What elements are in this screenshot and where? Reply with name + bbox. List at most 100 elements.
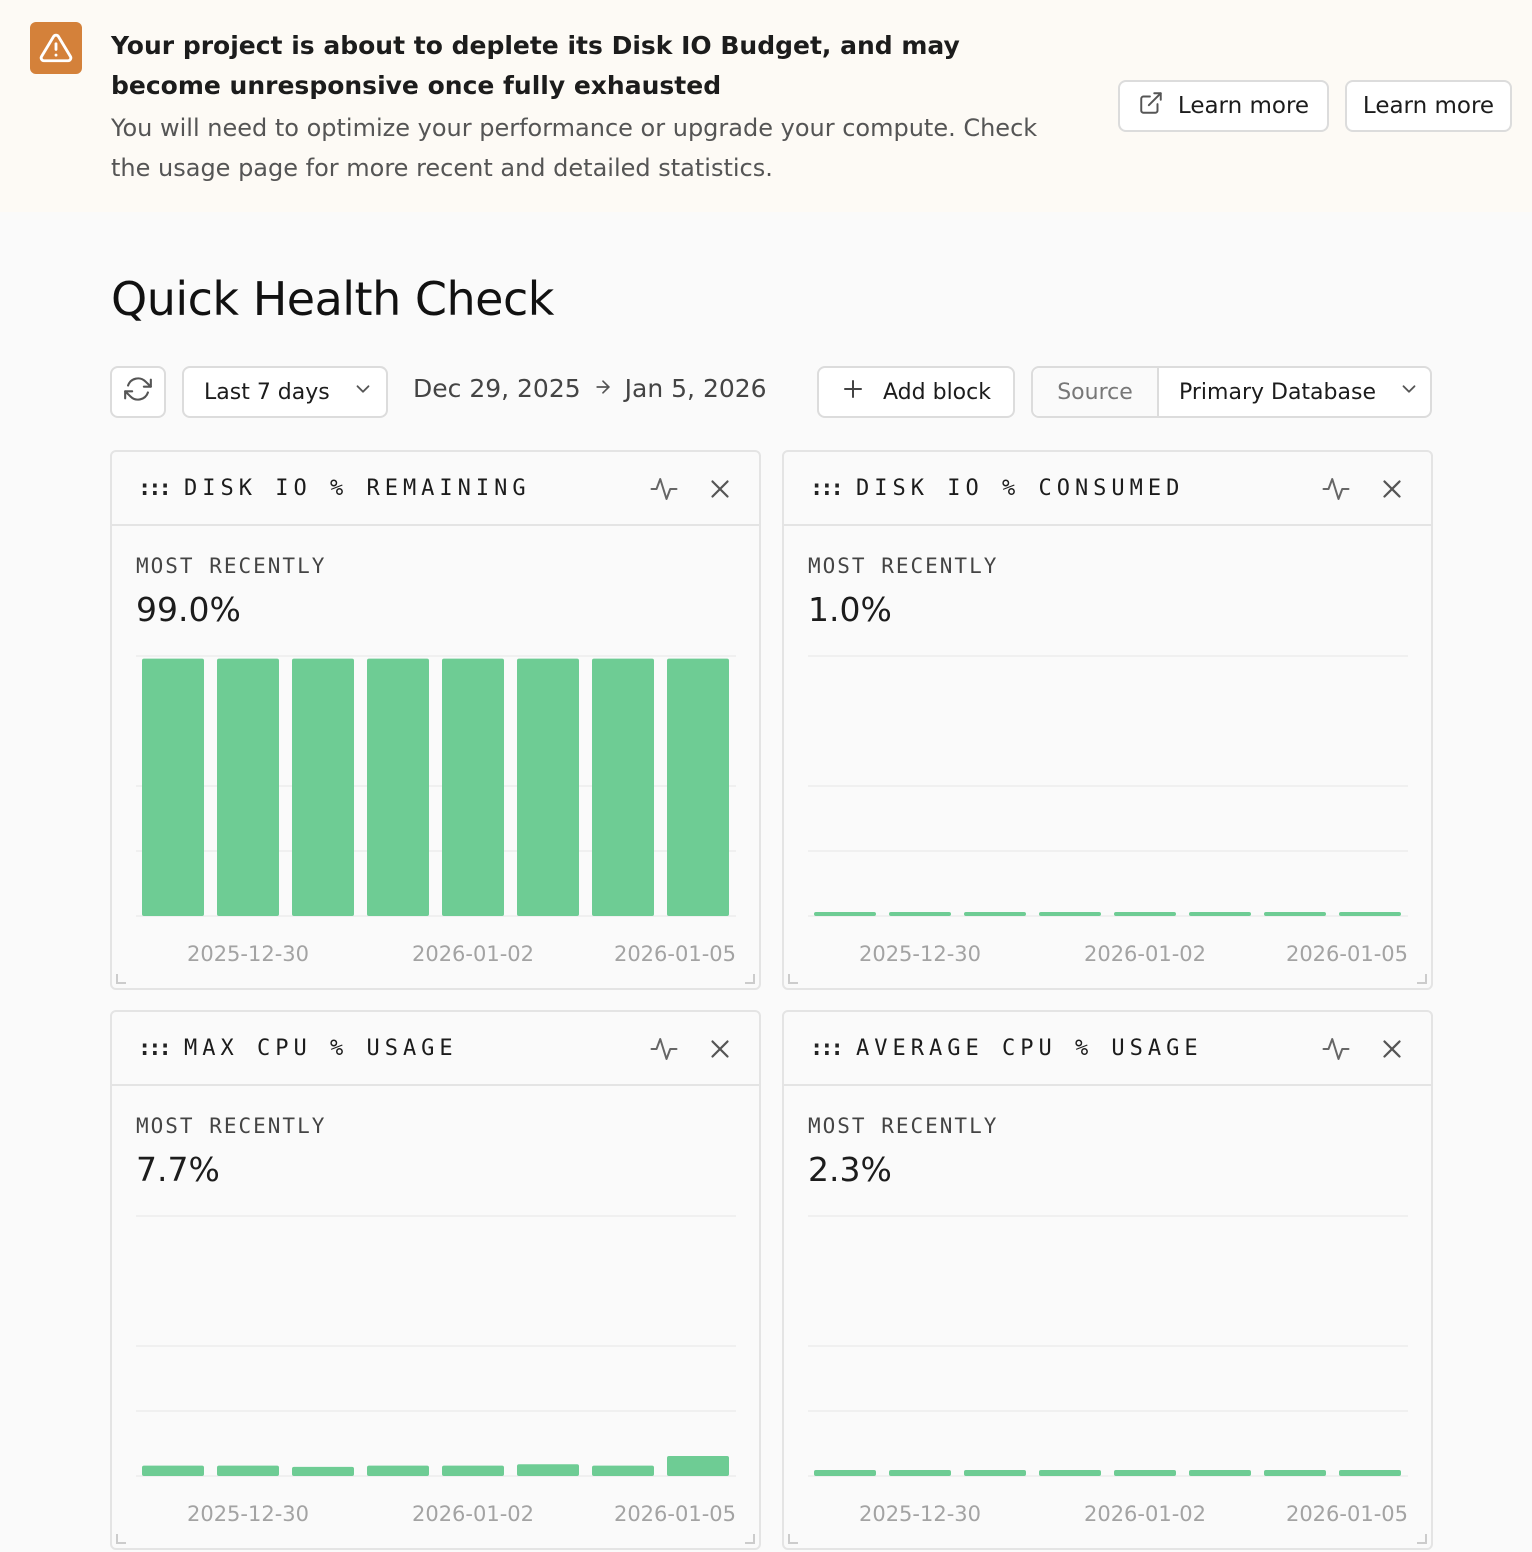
x-tick-label: 2026-01-05 bbox=[614, 1502, 736, 1526]
source-value: Primary Database bbox=[1179, 379, 1376, 405]
card-value: 99.0% bbox=[136, 590, 241, 629]
drag-handle-icon[interactable]: ::: bbox=[138, 475, 172, 501]
bar-chart: 2025-12-30 2026-01-02 2026-01-05 bbox=[136, 655, 736, 966]
banner-body: You will need to optimize your performan… bbox=[111, 114, 1038, 182]
drag-handle-icon[interactable]: ::: bbox=[810, 475, 844, 501]
chart-bar[interactable] bbox=[292, 658, 354, 916]
close-icon[interactable] bbox=[705, 1034, 735, 1068]
resize-corner bbox=[116, 974, 126, 984]
warning-banner: Your project is about to deplete its Dis… bbox=[0, 0, 1532, 212]
chart-bar[interactable] bbox=[964, 1470, 1026, 1476]
chart-bar[interactable] bbox=[964, 912, 1026, 916]
chart-bar[interactable] bbox=[1264, 1470, 1326, 1476]
resize-corner[interactable] bbox=[745, 974, 755, 984]
resize-corner[interactable] bbox=[745, 1534, 755, 1544]
date-range-display: Dec 29, 2025 Jan 5, 2026 bbox=[413, 374, 767, 403]
x-tick-label: 2026-01-02 bbox=[412, 1502, 534, 1526]
card-title: AVERAGE CPU % USAGE bbox=[856, 1035, 1203, 1061]
chart-bar[interactable] bbox=[667, 1455, 729, 1476]
chart-bar[interactable] bbox=[142, 1465, 204, 1476]
resize-corner[interactable] bbox=[1417, 1534, 1427, 1544]
chart-bar[interactable] bbox=[367, 658, 429, 916]
chart-bar[interactable] bbox=[442, 1465, 504, 1476]
source-selector: Source Primary Database bbox=[1031, 366, 1432, 418]
chart-bar[interactable] bbox=[142, 658, 204, 916]
chart-bar[interactable] bbox=[592, 658, 654, 916]
chart-bar[interactable] bbox=[1339, 912, 1401, 916]
card-caption: MOST RECENTLY bbox=[808, 1114, 999, 1138]
close-icon[interactable] bbox=[1377, 1034, 1407, 1068]
chart-bar[interactable] bbox=[1114, 912, 1176, 916]
card-header: ::: DISK IO % CONSUMED bbox=[784, 452, 1431, 526]
x-tick-label: 2026-01-05 bbox=[1286, 942, 1408, 966]
source-label: Source bbox=[1033, 368, 1159, 416]
x-tick-label: 2026-01-02 bbox=[412, 942, 534, 966]
resize-corner bbox=[116, 1534, 126, 1544]
date-start: Dec 29, 2025 bbox=[413, 374, 581, 403]
add-block-button[interactable]: Add block bbox=[817, 366, 1015, 418]
chart-bar[interactable] bbox=[217, 1465, 279, 1476]
chart-bar[interactable] bbox=[667, 658, 729, 916]
x-tick-label: 2025-12-30 bbox=[859, 942, 981, 966]
chart-bar[interactable] bbox=[1039, 912, 1101, 916]
chart-bar[interactable] bbox=[442, 658, 504, 916]
card-value: 7.7% bbox=[136, 1150, 220, 1189]
chart-bar[interactable] bbox=[217, 658, 279, 916]
chart-bar[interactable] bbox=[1264, 912, 1326, 916]
card-title: DISK IO % CONSUMED bbox=[856, 475, 1185, 501]
chart-bar[interactable] bbox=[1189, 1470, 1251, 1476]
source-select[interactable]: Primary Database bbox=[1159, 368, 1430, 416]
external-link-icon bbox=[1138, 90, 1164, 122]
learn-more-external-button[interactable]: Learn more bbox=[1118, 80, 1329, 132]
add-block-label: Add block bbox=[883, 379, 991, 405]
learn-more-label: Learn more bbox=[1177, 93, 1310, 119]
activity-icon[interactable] bbox=[649, 474, 679, 508]
warning-icon bbox=[30, 22, 82, 74]
arrow-right-icon bbox=[593, 374, 613, 403]
refresh-button[interactable] bbox=[110, 366, 166, 418]
x-tick-label: 2025-12-30 bbox=[859, 1502, 981, 1526]
bar-chart: 2025-12-30 2026-01-02 2026-01-05 bbox=[808, 655, 1408, 966]
plus-icon bbox=[841, 377, 865, 407]
chart-bar[interactable] bbox=[1339, 1470, 1401, 1476]
resize-corner[interactable] bbox=[1417, 974, 1427, 984]
card-caption: MOST RECENTLY bbox=[136, 554, 327, 578]
activity-icon[interactable] bbox=[1321, 474, 1351, 508]
banner-title: Your project is about to deplete its Dis… bbox=[111, 31, 960, 100]
chart-bar[interactable] bbox=[814, 1470, 876, 1476]
chart-bar[interactable] bbox=[517, 658, 579, 916]
activity-icon[interactable] bbox=[649, 1034, 679, 1068]
activity-icon[interactable] bbox=[1321, 1034, 1351, 1068]
metric-card: ::: MAX CPU % USAGE MOST RECENTLY 7.7% 2… bbox=[110, 1010, 761, 1550]
page-title: Quick Health Check bbox=[111, 272, 554, 326]
card-header: ::: DISK IO % REMAINING bbox=[112, 452, 759, 526]
chart-bar[interactable] bbox=[292, 1466, 354, 1476]
close-icon[interactable] bbox=[705, 474, 735, 508]
metric-card: ::: DISK IO % REMAINING MOST RECENTLY 99… bbox=[110, 450, 761, 990]
close-icon[interactable] bbox=[1377, 474, 1407, 508]
chevron-down-icon bbox=[1398, 378, 1420, 406]
x-tick-label: 2026-01-02 bbox=[1084, 942, 1206, 966]
card-caption: MOST RECENTLY bbox=[808, 554, 999, 578]
drag-handle-icon[interactable]: ::: bbox=[810, 1035, 844, 1061]
bar-chart: 2025-12-30 2026-01-02 2026-01-05 bbox=[808, 1215, 1408, 1526]
resize-corner bbox=[788, 1534, 798, 1544]
chart-bar[interactable] bbox=[592, 1465, 654, 1476]
drag-handle-icon[interactable]: ::: bbox=[138, 1035, 172, 1061]
card-value: 1.0% bbox=[808, 590, 892, 629]
chart-bar[interactable] bbox=[1039, 1470, 1101, 1476]
card-title: MAX CPU % USAGE bbox=[184, 1035, 458, 1061]
chart-bar[interactable] bbox=[814, 912, 876, 916]
learn-more-label: Learn more bbox=[1362, 93, 1495, 119]
learn-more-button[interactable]: Learn more bbox=[1345, 80, 1512, 132]
chart-bar[interactable] bbox=[1114, 1470, 1176, 1476]
chart-bar[interactable] bbox=[367, 1465, 429, 1476]
chart-bar[interactable] bbox=[517, 1464, 579, 1476]
x-tick-label: 2026-01-05 bbox=[1286, 1502, 1408, 1526]
chart-bar[interactable] bbox=[1189, 912, 1251, 916]
chart-bar[interactable] bbox=[889, 1470, 951, 1476]
date-range-select[interactable]: Last 7 days bbox=[182, 366, 388, 418]
bar-chart: 2025-12-30 2026-01-02 2026-01-05 bbox=[136, 1215, 736, 1526]
card-header: ::: MAX CPU % USAGE bbox=[112, 1012, 759, 1086]
chart-bar[interactable] bbox=[889, 912, 951, 916]
